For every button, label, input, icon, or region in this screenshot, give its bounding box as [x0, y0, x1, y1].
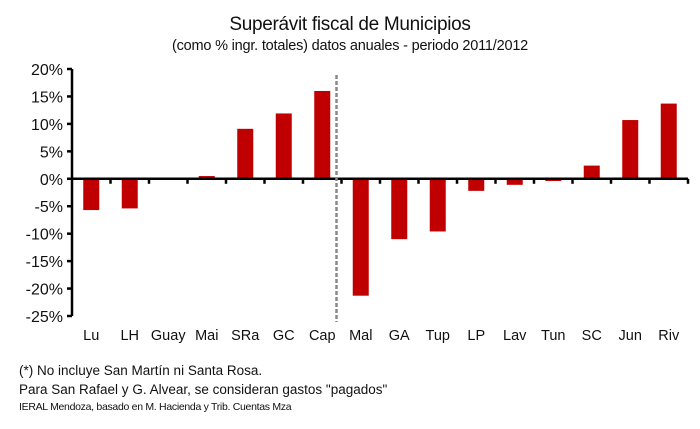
chart-subtitle: (como % ingr. totales) datos anuales - p… — [171, 38, 529, 54]
bar-jun — [622, 120, 639, 179]
bar-lav — [506, 178, 523, 185]
source-note: IERAL Mendoza, basado en M. Hacienda y T… — [19, 401, 292, 413]
footnotes: (*) No incluye San Martín ni Santa Rosa.… — [19, 361, 387, 415]
x-tick-label: Mal — [349, 328, 372, 344]
y-tick-label: 0% — [40, 172, 63, 189]
x-tick-label: Mai — [195, 328, 218, 344]
bar-riv — [660, 103, 677, 179]
x-tick-label: Cap — [309, 328, 336, 344]
x-tick-label: Jun — [619, 328, 642, 344]
bar-sc — [583, 165, 600, 179]
x-tick-label: Tun — [541, 328, 565, 344]
x-tick-label: GC — [273, 328, 295, 344]
x-tick-label: Riv — [658, 328, 680, 344]
y-tick-label: -15% — [26, 254, 63, 271]
x-tick-label: GA — [389, 328, 410, 344]
bar-gc — [275, 113, 292, 179]
bar-ga — [391, 178, 408, 240]
bar-sra — [237, 128, 254, 179]
bar-mal — [352, 178, 369, 296]
x-tick-label: LP — [467, 328, 485, 344]
x-tick-label: Lu — [83, 328, 99, 344]
footnote-exclusions: (*) No incluye San Martín ni Santa Rosa. — [19, 363, 263, 378]
y-tick-label: 5% — [40, 144, 63, 161]
y-tick-label: -25% — [26, 309, 63, 326]
y-tick-label: 15% — [31, 89, 63, 106]
y-tick-label: -20% — [26, 282, 63, 299]
chart-title: Superávit fiscal de Municipios — [229, 14, 471, 35]
bar-tup — [429, 178, 446, 232]
x-tick-label: Tup — [426, 328, 450, 344]
x-tick-label: SC — [582, 328, 602, 344]
y-tick-label: 10% — [31, 117, 63, 134]
y-tick-label: -10% — [26, 227, 63, 244]
bar-lp — [468, 178, 485, 191]
x-tick-label: SRa — [231, 328, 260, 344]
x-tick-label: Lav — [503, 328, 527, 344]
y-tick-label: -5% — [35, 199, 63, 216]
bar-cap — [314, 90, 331, 179]
x-tick-label: LH — [120, 328, 139, 344]
bar-lu — [83, 178, 100, 211]
bar-lh — [121, 178, 138, 209]
footnote-methodology: Para San Rafael y G. Alvear, se consider… — [19, 382, 388, 397]
x-tick-label: Guay — [151, 328, 186, 344]
bar-mai — [198, 176, 215, 179]
y-tick-label: 20% — [31, 62, 63, 79]
